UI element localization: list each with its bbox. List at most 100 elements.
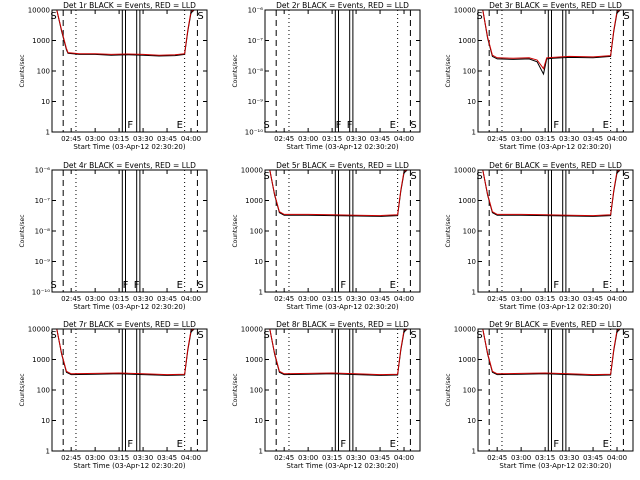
- y-tick-label: 10000: [28, 326, 50, 334]
- x-tick-label: 03:30: [346, 295, 366, 303]
- x-tick-label: 03:45: [370, 135, 390, 143]
- y-axis-label: Counts/sec: [232, 54, 239, 87]
- x-tick-label: 03:00: [298, 454, 318, 462]
- x-tick-label: 03:00: [511, 454, 531, 462]
- chart-panel-4: Det 4r BLACK = Events, RED = LLD 10⁻¹⁰ 10⁻…: [19, 161, 208, 311]
- chart-panel-3: Det 3r BLACK = Events, RED = LLD 1 10 100 10…: [445, 1, 634, 151]
- y-tick-label: 10000: [28, 7, 50, 15]
- x-tick-label: 04:00: [607, 295, 627, 303]
- x-axis-label: Start Time (03-Apr-12 02:30:20): [499, 462, 611, 470]
- flag-label: S: [263, 120, 269, 131]
- y-tick-label: 100: [463, 68, 476, 76]
- x-axis-label: Start Time (03-Apr-12 02:30:20): [73, 303, 185, 311]
- x-tick-label: 03:30: [559, 454, 579, 462]
- y-tick-label: 1000: [245, 356, 263, 364]
- flag-label: S: [263, 330, 269, 341]
- plot-frame: [264, 169, 421, 293]
- flag-label: S: [623, 330, 629, 341]
- y-tick-label: 100: [463, 387, 476, 395]
- chart-panel-6: Det 6r BLACK = Events, RED = LLD 1 10 100 10…: [445, 161, 634, 311]
- chart-title: Det 5r BLACK = Events, RED = LLD: [276, 161, 409, 170]
- y-tick-label: 10⁻¹⁰: [32, 289, 50, 297]
- flag-label: F: [553, 280, 559, 291]
- y-tick-label: 10: [41, 417, 50, 425]
- flag-label: S: [50, 11, 56, 22]
- plot-frame: [264, 9, 421, 133]
- x-tick-label: 02:45: [274, 454, 294, 462]
- y-tick-label: 10000: [454, 326, 476, 334]
- y-tick-label: 10: [467, 98, 476, 106]
- flag-label: F: [553, 120, 559, 131]
- y-tick-label: 10⁻⁸: [248, 68, 264, 76]
- flag-label: S: [623, 11, 629, 22]
- flag-label: F: [340, 280, 346, 291]
- series-line-lld: [482, 170, 621, 217]
- y-tick-label: 1000: [458, 197, 476, 205]
- flag-label: S: [410, 171, 416, 182]
- flag-label: S: [263, 171, 269, 182]
- x-tick-label: 03:15: [535, 454, 555, 462]
- flag-label: F: [123, 280, 129, 291]
- x-tick-label: 04:00: [607, 135, 627, 143]
- y-tick-label: 10⁻⁶: [248, 7, 264, 15]
- x-tick-label: 03:30: [346, 454, 366, 462]
- y-tick-label: 10: [41, 98, 50, 106]
- x-tick-label: 03:45: [157, 295, 177, 303]
- y-axis-label: Counts/sec: [445, 373, 452, 406]
- flag-label: F: [347, 120, 353, 131]
- x-axis-label: Start Time (03-Apr-12 02:30:20): [73, 462, 185, 470]
- x-tick-label: 03:00: [298, 295, 318, 303]
- x-tick-label: 03:00: [511, 295, 531, 303]
- series-line-lld: [482, 329, 621, 376]
- chart-panel-2: Det 2r BLACK = Events, RED = LLD 10⁻¹⁰ 10⁻…: [232, 1, 421, 151]
- x-axis-label: Start Time (03-Apr-12 02:30:20): [499, 303, 611, 311]
- x-tick-label: 03:45: [583, 295, 603, 303]
- y-tick-label: 10⁻¹⁰: [245, 129, 263, 137]
- flag-label: F: [127, 120, 133, 131]
- flag-label: E: [177, 439, 183, 450]
- flag-label: E: [390, 120, 396, 131]
- x-tick-label: 03:45: [583, 454, 603, 462]
- series-line-lld: [482, 10, 621, 70]
- plot-frame: [51, 169, 208, 293]
- y-tick-label: 1000: [245, 197, 263, 205]
- y-tick-label: 10: [467, 417, 476, 425]
- chart-title: Det 7r BLACK = Events, RED = LLD: [63, 320, 196, 329]
- x-tick-label: 03:15: [322, 295, 342, 303]
- x-axis-label: Start Time (03-Apr-12 02:30:20): [286, 303, 398, 311]
- chart-title: Det 8r BLACK = Events, RED = LLD: [276, 320, 409, 329]
- y-axis-label: Counts/sec: [232, 373, 239, 406]
- flag-label: S: [410, 330, 416, 341]
- y-tick-label: 10⁻⁷: [248, 37, 264, 45]
- y-tick-label: 10: [467, 258, 476, 266]
- x-tick-label: 03:45: [370, 295, 390, 303]
- flag-label: F: [127, 439, 133, 450]
- x-tick-label: 03:15: [109, 454, 129, 462]
- flag-label: S: [50, 330, 56, 341]
- chart-panel-5: Det 5r BLACK = Events, RED = LLD 1 10 100 10…: [232, 161, 421, 311]
- x-tick-label: 03:15: [322, 135, 342, 143]
- y-tick-label: 1: [472, 448, 476, 456]
- y-axis-label: Counts/sec: [445, 54, 452, 87]
- x-tick-label: 03:30: [133, 135, 153, 143]
- flag-label: E: [603, 439, 609, 450]
- y-tick-label: 10⁻⁶: [35, 167, 51, 175]
- x-tick-label: 03:30: [133, 454, 153, 462]
- chart-panel-8: Det 8r BLACK = Events, RED = LLD 1 10 100 10…: [232, 320, 421, 470]
- flag-label: S: [476, 11, 482, 22]
- flag-label: E: [603, 120, 609, 131]
- x-tick-label: 03:15: [322, 454, 342, 462]
- x-axis-label: Start Time (03-Apr-12 02:30:20): [73, 143, 185, 151]
- flag-label: F: [340, 439, 346, 450]
- x-tick-label: 02:45: [487, 135, 507, 143]
- x-tick-label: 02:45: [274, 295, 294, 303]
- chart-title: Det 1r BLACK = Events, RED = LLD: [63, 1, 196, 10]
- flag-label: S: [410, 120, 416, 131]
- series-line-lld: [56, 10, 195, 56]
- y-tick-label: 10000: [454, 167, 476, 175]
- flag-label: S: [50, 280, 56, 291]
- x-tick-label: 04:00: [181, 454, 201, 462]
- flag-label: S: [623, 171, 629, 182]
- x-tick-label: 03:00: [511, 135, 531, 143]
- flag-label: S: [476, 171, 482, 182]
